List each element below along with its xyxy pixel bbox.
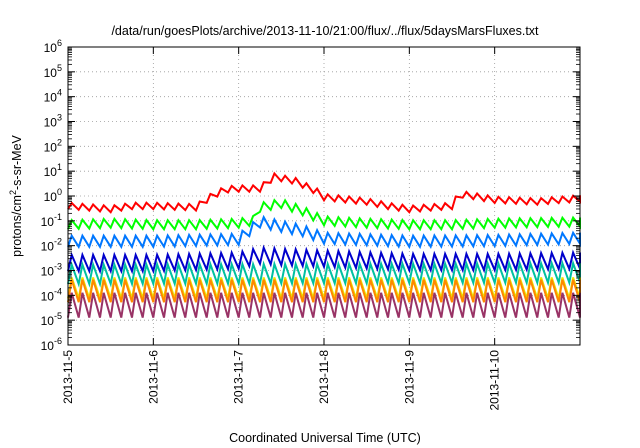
y-tick-labels: 10-6 10-5 10-4 10-3 10-2 10-1 100 101 102 103 104 1… <box>41 38 62 353</box>
x-tick-label: 2013-11-10 <box>488 350 502 411</box>
series-line-3 <box>67 214 581 250</box>
y-tick-label: 10-6 <box>41 336 62 353</box>
y-tick-label: 100 <box>44 187 62 204</box>
y-tick-label: 102 <box>44 137 62 154</box>
y-tick-label: 106 <box>44 38 62 55</box>
y-tick-label: 104 <box>44 88 62 105</box>
series-line-2 <box>67 198 581 232</box>
y-tick-label: 10-4 <box>41 286 62 303</box>
y-tick-label: 105 <box>44 63 62 80</box>
x-tick-label: 2013-11-5 <box>61 350 75 404</box>
chart-title: /data/run/goesPlots/archive/2013-11-10/2… <box>111 24 539 38</box>
y-tick-label: 10-2 <box>41 237 62 254</box>
x-tick-label: 2013-11-6 <box>146 350 160 404</box>
data-series <box>67 171 581 318</box>
x-tick-labels: 2013-11-5 2013-11-6 2013-11-7 2013-11-8 2013… <box>61 350 502 411</box>
series-line-8 <box>67 292 581 318</box>
axis-ticks <box>67 46 580 346</box>
series-line-7 <box>67 279 581 303</box>
x-tick-label: 2013-11-8 <box>317 350 331 404</box>
y-axis-label: protons/cm2-s-sr-MeV <box>8 134 24 256</box>
y-tick-label: 103 <box>44 113 62 130</box>
series-line-4 <box>67 244 581 275</box>
y-tick-label: 10-5 <box>41 311 62 328</box>
series-line-1 <box>67 171 581 214</box>
x-tick-label: 2013-11-7 <box>232 350 246 404</box>
x-axis-label: Coordinated Universal Time (UTC) <box>229 431 421 445</box>
series-line-5 <box>67 259 581 288</box>
y-tick-label: 10-1 <box>41 212 62 229</box>
y-tick-label: 101 <box>44 162 62 179</box>
y-tick-label: 10-3 <box>41 262 62 279</box>
x-tick-label: 2013-11-9 <box>402 350 416 404</box>
